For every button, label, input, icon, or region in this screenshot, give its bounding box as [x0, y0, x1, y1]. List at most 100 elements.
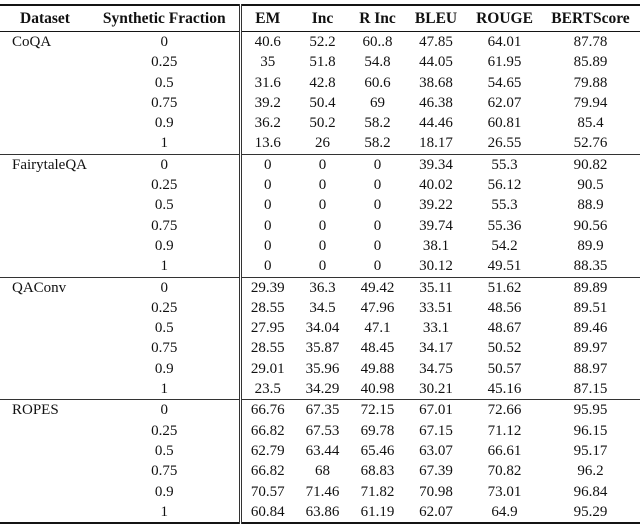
cell-rinc: 58.2: [364, 115, 391, 132]
cell-em: 29.39: [238, 276, 294, 298]
cell-fraction: 0.25: [151, 422, 178, 439]
cell-rouge: 50.57: [487, 360, 522, 377]
cell-fraction: 0.9: [154, 115, 174, 132]
dataset-label: CoQA: [12, 34, 52, 50]
cell-rinc: 0: [373, 258, 382, 275]
column-header-fraction: Synthetic Fraction: [90, 5, 240, 32]
cell-rinc: 54.8: [364, 54, 391, 71]
cell-em: 31.6: [238, 72, 294, 93]
cell-bert: 96.2: [577, 463, 604, 480]
cell-fraction: 0.9: [154, 360, 174, 377]
dataset-label: [0, 73, 90, 93]
cell-bert: 89.51: [573, 299, 608, 316]
dataset-label: [0, 175, 90, 195]
table-row: 0.75 66.82 68 68.83 67.39 70.82 96.2: [0, 461, 640, 482]
cell-fraction: 0.5: [154, 197, 174, 214]
dataset-label: ROPES: [0, 399, 90, 421]
cell-rinc: 69.78: [360, 422, 395, 439]
column-header-dataset: Dataset: [0, 5, 90, 32]
cell-em: 40.6: [238, 31, 294, 53]
cell-rouge: 54.65: [487, 74, 522, 91]
cell-rinc: 72.15: [351, 399, 404, 421]
cell-inc: 68: [315, 463, 330, 480]
cell-bleu: 39.34: [404, 153, 468, 176]
cell-inc: 67.53: [305, 422, 340, 439]
cell-em: 0: [238, 175, 294, 196]
cell-fraction: 0: [90, 276, 240, 298]
cell-fraction: 0.25: [151, 177, 178, 194]
cell-bert: 90.82: [541, 153, 640, 176]
cell-bleu: 30.12: [419, 258, 453, 275]
cell-rinc: 47.96: [360, 299, 395, 316]
cell-fraction: 0.9: [154, 237, 174, 254]
cell-em: 36.2: [238, 113, 294, 134]
table-row: QAConv 0 29.39 36.3 49.42 35.11 51.62 89.89: [0, 276, 640, 298]
cell-inc: 50.2: [309, 115, 336, 132]
cell-rouge: 48.67: [487, 320, 522, 337]
cell-fraction: 0: [90, 153, 240, 176]
cell-bert: 95.95: [541, 399, 640, 421]
cell-em: 66.82: [238, 420, 294, 441]
dataset-label: [0, 195, 90, 215]
cell-fraction: 0.25: [151, 299, 178, 316]
cell-inc: 34.5: [309, 299, 336, 316]
dataset-label: QAConv: [0, 276, 90, 298]
table-row: 0.5 62.79 63.44 65.46 63.07 66.61 95.17: [0, 440, 640, 462]
cell-rinc: 40.98: [360, 381, 395, 398]
cell-em: 0: [238, 235, 294, 257]
table-row: 0.25 35 51.8 54.8 44.05 61.95 85.89: [0, 52, 640, 73]
cell-inc: 63.86: [305, 503, 340, 520]
cell-bleu: 67.01: [404, 399, 468, 421]
cell-rinc: 58.2: [364, 135, 391, 152]
cell-rouge: 72.66: [468, 399, 541, 421]
cell-rouge: 45.16: [487, 381, 522, 398]
dataset-label: [0, 461, 90, 481]
cell-bleu: 18.17: [419, 135, 453, 152]
cell-bert: 96.15: [573, 422, 608, 439]
cell-bleu: 62.07: [419, 503, 453, 520]
table-row: 0.25 66.82 67.53 69.78 67.15 71.12 96.15: [0, 420, 640, 441]
cell-rouge: 51.62: [468, 276, 541, 298]
cell-em: 0: [238, 195, 294, 216]
dataset-label: [0, 421, 90, 441]
dataset-label: [0, 93, 90, 113]
cell-bert: 90.5: [577, 177, 604, 194]
cell-rinc: 48.45: [360, 340, 395, 357]
cell-fraction: 0: [160, 34, 169, 50]
cell-bert: 87.15: [573, 381, 608, 398]
cell-rouge: 26.55: [487, 135, 522, 152]
cell-bert: 89.97: [573, 340, 608, 357]
cell-rouge: 50.52: [487, 340, 522, 357]
cell-rouge: 61.95: [487, 54, 522, 71]
cell-bleu: 40.02: [419, 177, 453, 194]
cell-rinc: 61.19: [360, 503, 395, 520]
cell-bleu: 67.39: [419, 463, 453, 480]
cell-em: 0: [238, 215, 294, 236]
cell-bert: 85.4: [577, 115, 604, 132]
cell-bleu: 47.85: [419, 34, 453, 50]
cell-rinc: 0: [373, 237, 382, 254]
table-row: 0.25 0 0 0 40.02 56.12 90.5: [0, 175, 640, 196]
table-row: 1 0 0 0 30.12 49.51 88.35: [0, 256, 640, 278]
dataset-label: [0, 113, 90, 133]
cell-bleu: 35.11: [404, 276, 468, 298]
table-row: 0.5 0 0 0 39.22 55.3 88.9: [0, 195, 640, 216]
cell-bert: 88.97: [573, 360, 608, 377]
cell-fraction: 0: [90, 399, 240, 421]
cell-rouge: 64.9: [491, 503, 518, 520]
cell-inc: 0: [318, 237, 327, 254]
cell-bleu: 38.1: [422, 237, 450, 254]
cell-em: 66.82: [238, 461, 294, 482]
cell-fraction: 0.25: [151, 54, 178, 71]
cell-bleu: 44.46: [419, 115, 453, 132]
cell-bert: 95.17: [573, 442, 608, 459]
cell-em: 29.01: [238, 358, 294, 380]
table-header-row: Dataset Synthetic Fraction EM Inc R Inc BLEU R…: [0, 5, 640, 32]
cell-rinc: 0: [373, 197, 382, 214]
cell-bert: 52.76: [573, 135, 608, 152]
dataset-label: [0, 502, 90, 523]
cell-em: 27.95: [238, 318, 294, 339]
cell-fraction: 0.75: [151, 217, 178, 234]
cell-bleu: 33.51: [419, 299, 453, 316]
cell-bleu: 38.68: [419, 74, 453, 91]
